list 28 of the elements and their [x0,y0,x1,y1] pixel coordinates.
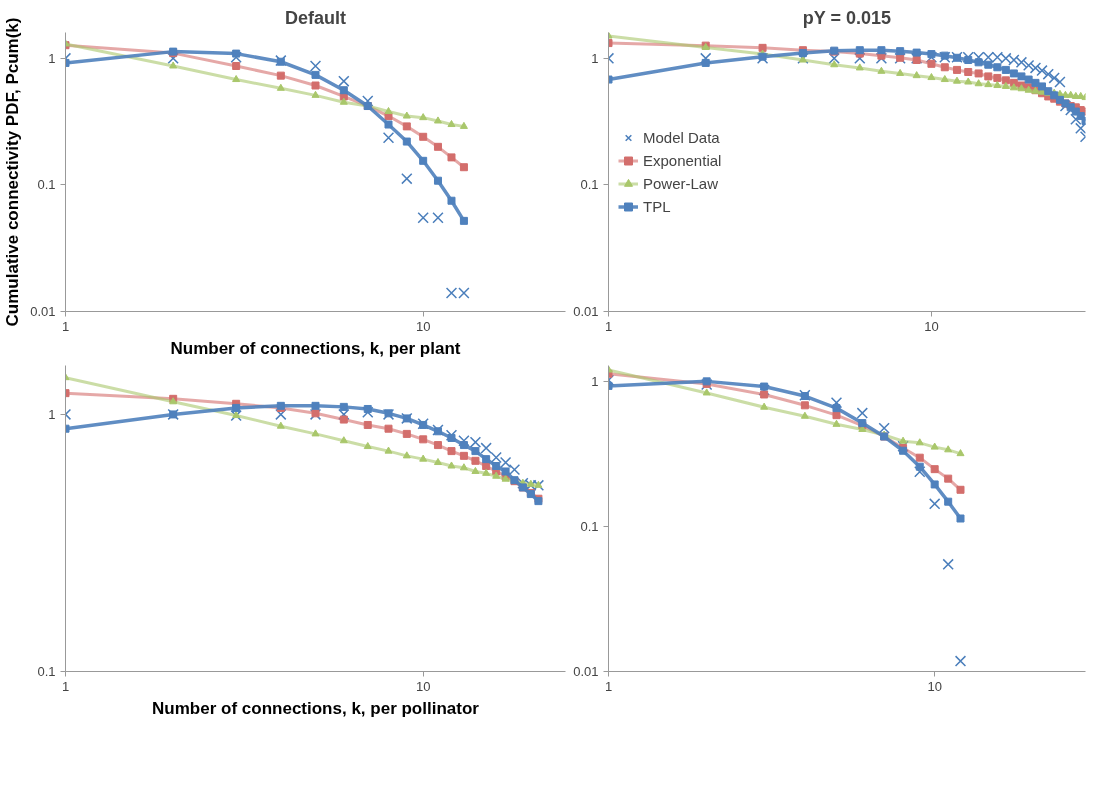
x-tick-label: 10 [924,318,939,334]
y-tick-label: 0.01 [573,304,599,319]
x-axis-title: Number of connections, k, per pollinator [152,698,480,718]
x-tick-label: 10 [415,678,431,694]
y-tick-label: 0.1 [37,177,56,193]
y-tick-label: 1 [48,50,56,66]
legend-label: TPL [643,197,671,215]
chart-title: Default [285,7,347,28]
y-tick-label: 1 [591,374,599,390]
y-tick-label: 1 [48,406,56,422]
x-tick-label: 10 [927,678,942,694]
x-tick-label: 1 [604,318,613,334]
y-axis-title: Cumulative connectivity PDF, Pcum(k) [3,17,23,327]
legend-label: Model Data [643,128,720,146]
y-tick-label: 0.01 [573,664,599,679]
x-axis-title: Number of connections, k, per plant [170,338,461,358]
chart-title: pY = 0.015 [802,7,891,28]
x-tick-label: 1 [61,678,70,694]
y-tick-label: 0.1 [580,177,599,193]
y-tick-label: 1 [591,50,599,66]
y-tick-label: 0.01 [30,304,56,319]
x-tick-label: 10 [415,318,431,334]
legend-label: Exponential [643,151,722,169]
legend-label: Power-Law [643,174,719,192]
x-tick-label: 1 [604,678,613,694]
y-tick-label: 0.1 [580,519,599,535]
y-tick-label: 0.1 [37,664,56,679]
x-tick-label: 1 [61,318,70,334]
